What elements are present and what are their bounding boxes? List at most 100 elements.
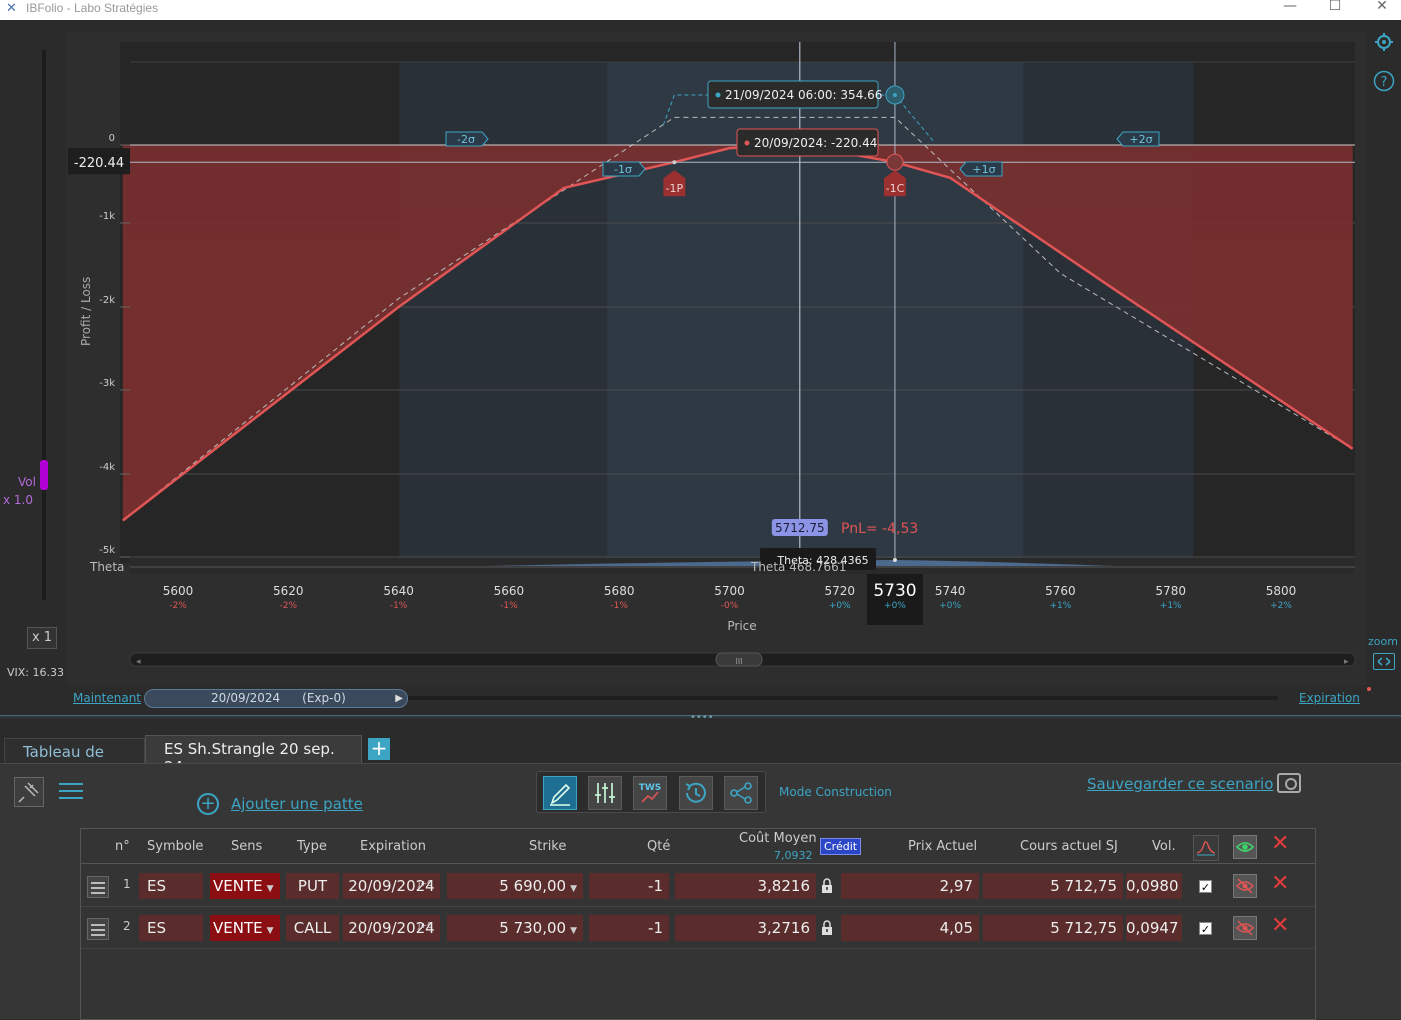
vol-label: Vol: [18, 475, 36, 489]
save-scenario-link[interactable]: Sauvegarder ce scenario: [1087, 775, 1274, 793]
share-button[interactable]: [724, 776, 758, 810]
delete-leg-icon[interactable]: ✕: [1271, 871, 1290, 896]
sigma-label-box: [602, 161, 646, 177]
minimize-button[interactable]: —: [1283, 0, 1297, 14]
y-tick-label: -3k: [99, 378, 115, 389]
symbol-cell[interactable]: ES: [139, 873, 203, 899]
avg-cost-input[interactable]: 3,8216: [675, 873, 816, 899]
scrollbar-thumb[interactable]: [715, 652, 763, 667]
lock-icon[interactable]: [820, 878, 834, 894]
header-side: Sens: [231, 839, 263, 854]
strike-marker: -1C: [883, 170, 906, 197]
scroll-right-icon[interactable]: ▸: [1344, 657, 1349, 667]
timeline-now-link[interactable]: Maintenant: [73, 691, 142, 705]
credit-badge[interactable]: Crédit: [820, 838, 862, 855]
add-leg-label: Ajouter une patte: [231, 795, 363, 813]
lock-icon[interactable]: [820, 920, 834, 936]
panel-splitter[interactable]: [0, 715, 1401, 718]
zoom-button[interactable]: [1373, 653, 1395, 670]
side-select[interactable]: VENTE ▼: [210, 873, 280, 899]
scroll-left-icon[interactable]: ◂: [136, 657, 141, 667]
theta-label: Theta: [89, 560, 124, 574]
share-icon: [730, 782, 752, 804]
qty-input[interactable]: -1: [589, 873, 669, 899]
pnl-chart[interactable]: 21/09/2024 06:00: 354.66 20/09/2024: -220…: [0, 20, 1401, 715]
drag-handle-icon[interactable]: [87, 876, 109, 898]
maximize-button[interactable]: ☐: [1328, 0, 1342, 14]
x-tick-pct: -0%: [721, 601, 739, 611]
timeline-track[interactable]: [408, 696, 1278, 700]
expiration-cell[interactable]: 20/09/2024 J+0: [343, 873, 440, 899]
delete-all-icon[interactable]: ✕: [1271, 831, 1290, 856]
visibility-button[interactable]: [1233, 916, 1257, 940]
tab-dashboard[interactable]: Tableau de bord: [4, 738, 145, 779]
x-tick-pct: +1%: [1160, 601, 1182, 611]
x-tick-label: 5700: [714, 584, 745, 598]
chevron-down-icon: ▼: [570, 926, 577, 936]
scrollbar-grip-icon: III: [735, 657, 742, 666]
drag-handle-icon[interactable]: [87, 918, 109, 940]
sigma-label: -1σ: [602, 161, 646, 177]
visibility-all-button[interactable]: [1233, 835, 1257, 859]
x-tick-label: 5600: [163, 584, 194, 598]
timeline-slider[interactable]: 20/09/2024 (Exp-0) ▶: [144, 689, 408, 708]
strike-marker-text: -1C: [886, 182, 905, 195]
history-mode-button[interactable]: [679, 776, 713, 810]
tooltip-exp-box: [736, 128, 879, 157]
header-price: Prix Actuel: [908, 839, 978, 854]
play-icon[interactable]: ▶: [395, 693, 403, 704]
type-cell[interactable]: PUT: [286, 873, 339, 899]
x1-button[interactable]: x 1: [27, 627, 57, 649]
gear-icon: [1375, 33, 1393, 51]
chevron-down-icon: ▼: [266, 884, 274, 894]
include-checkbox[interactable]: ✓: [1199, 922, 1212, 936]
header-n: n°: [115, 839, 130, 854]
visibility-button[interactable]: [1233, 874, 1257, 898]
close-button[interactable]: ✕: [1376, 0, 1388, 14]
vol-cell[interactable]: 0,0947: [1126, 915, 1182, 941]
add-leg-button[interactable]: + Ajouter une patte: [197, 793, 363, 815]
avg-cost-input[interactable]: 3,2716: [675, 915, 816, 941]
curve-icon: [1196, 841, 1216, 856]
vol-slider-thumb[interactable]: [40, 460, 48, 490]
adjust-mode-button[interactable]: [588, 776, 622, 810]
x-tick-pct: +0%: [939, 601, 961, 611]
sigma-label-box: [445, 131, 489, 147]
camera-icon[interactable]: [1277, 773, 1301, 793]
strike-select[interactable]: 5 730,00 ▼: [447, 915, 583, 941]
add-tab-button[interactable]: +: [368, 738, 390, 760]
pin-button[interactable]: [14, 777, 44, 807]
strike-select[interactable]: 5 690,00 ▼: [447, 873, 583, 899]
x-tick-pct: -1%: [390, 601, 408, 611]
mode-label: Mode Construction: [779, 785, 892, 799]
include-checkbox[interactable]: ✓: [1199, 880, 1212, 894]
menu-button[interactable]: [57, 778, 85, 806]
side-select[interactable]: VENTE ▼: [210, 915, 280, 941]
header-underlying: Cours actuel SJ: [1020, 839, 1118, 854]
x-axis: 5600 -2% 5620 -2% 5640 -1% 5660 -1% 5680 -1% 5700 -…: [163, 573, 1296, 625]
symbol-cell[interactable]: ES: [139, 915, 203, 941]
qty-input[interactable]: -1: [589, 915, 669, 941]
history-icon: [685, 782, 706, 803]
svg-text:?: ?: [1381, 75, 1388, 90]
sigma-label: -2σ: [445, 131, 489, 147]
help-button[interactable]: ?: [1372, 70, 1396, 94]
x-tick-pct: +0%: [829, 601, 851, 611]
expiration-cell[interactable]: 20/09/2024 J+0: [343, 915, 440, 941]
tooltip-exp-dot: [744, 140, 750, 146]
table-header: n° Symbole Sens Type Expiration Strike Q…: [81, 829, 1315, 864]
tws-button[interactable]: TWS: [633, 776, 667, 810]
vol-cell[interactable]: 0,0980: [1126, 873, 1182, 899]
tab-strategy[interactable]: ES Sh.Strangle 20 sep. 24: [145, 735, 362, 776]
construction-mode-button[interactable]: [543, 776, 577, 810]
chart-toggle-button[interactable]: [1193, 835, 1219, 861]
sigma-label: +1σ: [959, 161, 1003, 177]
type-cell[interactable]: CALL: [286, 915, 339, 941]
delete-leg-icon[interactable]: ✕: [1271, 913, 1290, 938]
tooltip-future-dot: [715, 92, 721, 98]
settings-button[interactable]: [1372, 32, 1396, 56]
timeline-expiration-link[interactable]: Expiration: [1299, 691, 1360, 705]
vol-slider-track[interactable]: [42, 50, 46, 600]
splitter-grip-icon[interactable]: ••••: [690, 712, 714, 723]
tooltip-future-box: [707, 80, 879, 109]
